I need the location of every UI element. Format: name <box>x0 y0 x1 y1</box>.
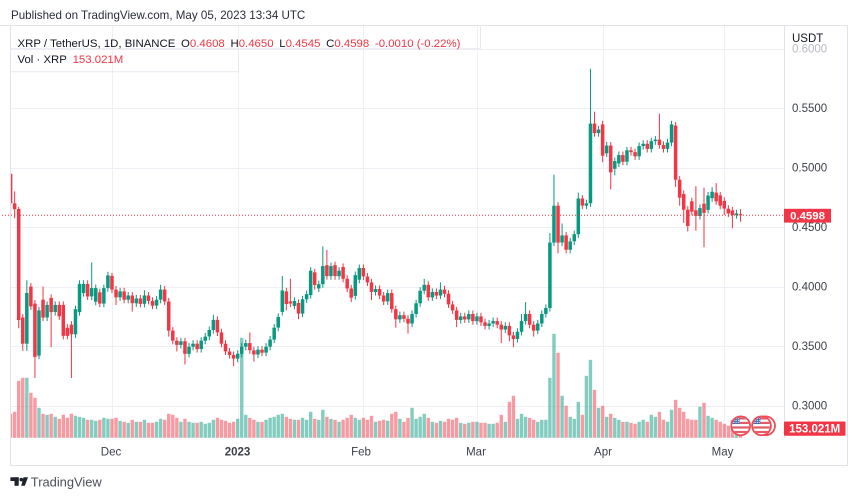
svg-text:Mar: Mar <box>466 447 486 459</box>
svg-text:0.5500: 0.5500 <box>792 103 827 115</box>
svg-text:0.5000: 0.5000 <box>792 163 827 175</box>
svg-text:Vol · XRP 153.021M: Vol · XRP 153.021M <box>18 54 124 66</box>
svg-text:2023: 2023 <box>225 447 251 459</box>
svg-text:May: May <box>712 447 734 459</box>
svg-text:Feb: Feb <box>351 447 371 459</box>
svg-text:153.021M: 153.021M <box>789 424 840 436</box>
svg-text:0.4000: 0.4000 <box>792 282 827 294</box>
svg-text:0.3500: 0.3500 <box>792 341 827 353</box>
svg-text:Apr: Apr <box>594 447 612 459</box>
svg-text:0.4500: 0.4500 <box>792 222 827 234</box>
svg-text:XRP / TetherUS, 1D, BINANCE O0: XRP / TetherUS, 1D, BINANCE O0.4608 H0.4… <box>18 38 461 50</box>
svg-text:Dec: Dec <box>101 447 122 459</box>
svg-text:0.6000: 0.6000 <box>792 44 827 56</box>
svg-text:USDT: USDT <box>792 33 823 45</box>
svg-text:Published on TradingView.com,: Published on TradingView.com, May 05, 20… <box>11 9 305 22</box>
svg-text:0.4598: 0.4598 <box>790 210 825 222</box>
svg-text:0.3000: 0.3000 <box>792 401 827 413</box>
svg-text:TradingView: TradingView <box>31 474 103 489</box>
